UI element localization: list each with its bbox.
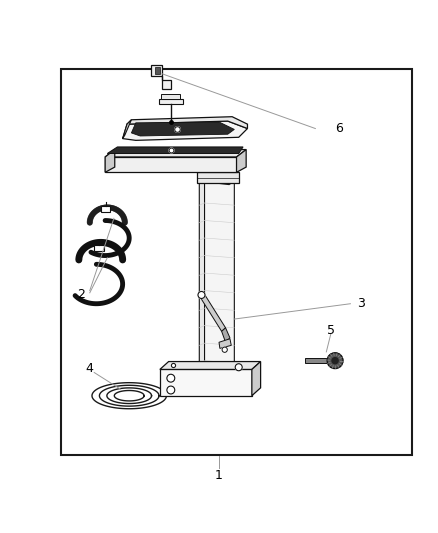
Polygon shape: [161, 94, 180, 99]
Polygon shape: [237, 150, 246, 172]
Circle shape: [167, 386, 175, 394]
Text: 2: 2: [77, 288, 85, 302]
Polygon shape: [199, 177, 234, 184]
Text: 6: 6: [336, 122, 343, 135]
Polygon shape: [200, 294, 226, 332]
Polygon shape: [151, 65, 171, 89]
Polygon shape: [107, 147, 243, 154]
Bar: [61, 69, 412, 455]
Polygon shape: [131, 122, 234, 136]
Text: 5: 5: [327, 324, 335, 336]
Polygon shape: [105, 150, 115, 172]
Polygon shape: [160, 369, 252, 395]
Circle shape: [327, 353, 343, 368]
Polygon shape: [197, 172, 239, 183]
Polygon shape: [222, 328, 230, 342]
Polygon shape: [94, 246, 104, 251]
Polygon shape: [160, 361, 261, 369]
Polygon shape: [205, 177, 234, 378]
Circle shape: [332, 358, 338, 364]
Text: 3: 3: [357, 297, 365, 310]
Polygon shape: [123, 120, 131, 139]
Polygon shape: [252, 361, 261, 395]
Polygon shape: [105, 157, 237, 172]
Polygon shape: [219, 339, 231, 349]
Circle shape: [222, 347, 227, 352]
Circle shape: [167, 374, 175, 382]
Polygon shape: [127, 117, 247, 128]
Text: 1: 1: [215, 470, 223, 482]
Circle shape: [198, 292, 205, 298]
Polygon shape: [199, 177, 205, 378]
Circle shape: [235, 364, 242, 371]
Polygon shape: [305, 358, 332, 364]
Polygon shape: [155, 67, 160, 74]
Text: 4: 4: [86, 361, 94, 375]
Polygon shape: [159, 99, 183, 104]
Polygon shape: [105, 150, 246, 157]
Polygon shape: [123, 121, 247, 140]
Polygon shape: [101, 206, 110, 212]
